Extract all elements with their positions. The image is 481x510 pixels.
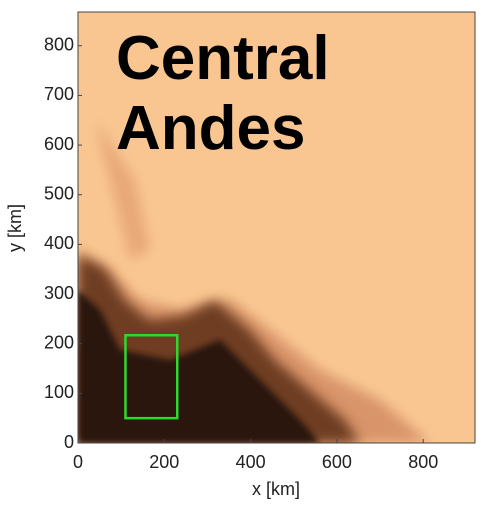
- x-tick-label: 200: [149, 452, 179, 472]
- x-tick-label: 800: [408, 452, 438, 472]
- y-tick-label: 200: [44, 332, 74, 352]
- y-tick-label: 700: [44, 84, 74, 104]
- y-tick-label: 800: [44, 35, 74, 55]
- x-tick-label: 0: [73, 452, 83, 472]
- title: Central Andes: [116, 24, 396, 164]
- y-tick-label: 0: [64, 432, 74, 452]
- page: x [km] y [km] 0 200 400 600 800 0 100 200 300 400…: [0, 0, 481, 505]
- y-tick-label: 600: [44, 134, 74, 154]
- x-tick-label: 400: [236, 452, 266, 472]
- y-tick-label: 300: [44, 283, 74, 303]
- y-axis-label: y [km]: [5, 204, 25, 252]
- y-tick-label: 100: [44, 382, 74, 402]
- x-tick-label: 600: [322, 452, 352, 472]
- x-axis-label: x [km]: [252, 479, 300, 499]
- y-tick-label: 500: [44, 183, 74, 203]
- y-tick-label: 400: [44, 233, 74, 253]
